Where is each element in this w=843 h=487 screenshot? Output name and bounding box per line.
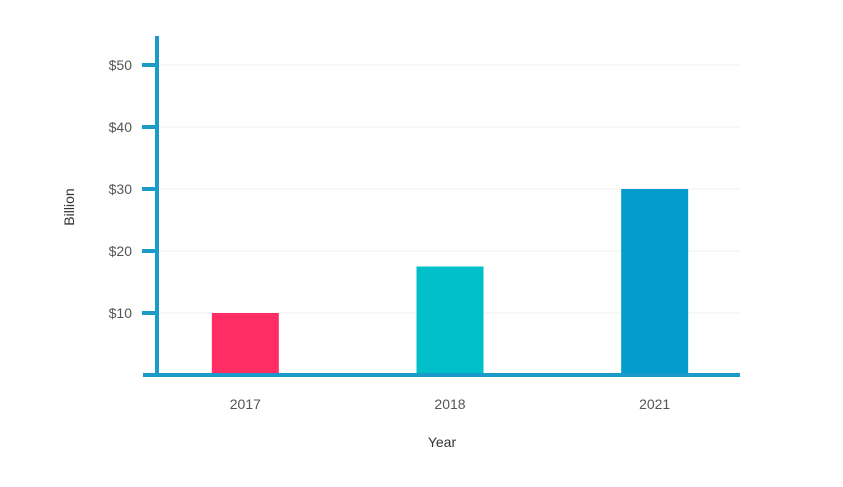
bars: [211, 189, 689, 375]
y-tick-label: $30: [109, 181, 133, 197]
x-axis-title: Year: [428, 434, 457, 450]
bar-2021: [621, 189, 689, 375]
x-tick-label: 2021: [639, 396, 670, 412]
y-axis-title: Billion: [61, 188, 77, 225]
axes: [142, 36, 740, 377]
y-tick-label: $20: [109, 243, 133, 259]
y-tick-label: $10: [109, 305, 133, 321]
y-tick-label: $50: [109, 57, 133, 73]
x-tick-label: 2017: [230, 396, 261, 412]
x-tick-label: 2018: [434, 396, 465, 412]
bar-2017: [211, 313, 279, 375]
y-tick-label: $40: [109, 119, 133, 135]
bar-2018: [416, 266, 484, 375]
tick-labels: $10 $20 $30 $40 $50 2017 2018 2021: [109, 57, 671, 412]
